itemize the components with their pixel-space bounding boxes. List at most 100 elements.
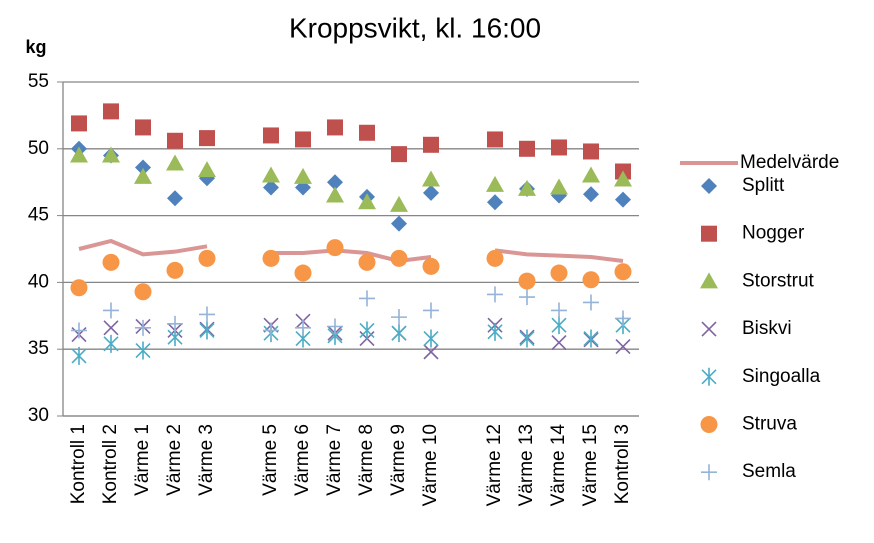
- x-tick-label: Värme 8: [356, 424, 377, 496]
- point: [135, 341, 151, 360]
- point: [71, 115, 87, 132]
- y-tick-label: 50: [28, 138, 49, 159]
- point: [423, 344, 439, 360]
- point: [391, 324, 407, 343]
- x-tick-label: Värme 9: [388, 424, 409, 496]
- x-tick-label: Värme 12: [484, 424, 505, 506]
- point: [486, 175, 504, 192]
- point: [326, 186, 344, 203]
- point: [166, 261, 184, 279]
- point: [582, 166, 600, 183]
- point: [615, 338, 631, 355]
- y-tick-label: 35: [28, 338, 49, 359]
- x-tick-label: Värme 15: [580, 424, 601, 506]
- point: [486, 249, 504, 267]
- point: [614, 263, 632, 281]
- x-tick-label: Värme 7: [324, 424, 345, 496]
- point: [295, 131, 311, 148]
- point: [391, 309, 407, 326]
- legend-label: Splitt: [742, 175, 785, 196]
- point: [583, 294, 599, 311]
- point: [327, 318, 343, 335]
- point: [519, 329, 535, 348]
- point: [103, 302, 119, 319]
- point: [701, 367, 717, 386]
- point: [701, 178, 717, 194]
- legend-label: Singoalla: [742, 366, 821, 387]
- point: [551, 334, 567, 351]
- point: [263, 179, 279, 196]
- point: [391, 146, 407, 163]
- point: [583, 143, 599, 160]
- y-tick-label: 30: [28, 405, 49, 426]
- point: [262, 249, 280, 267]
- x-tick-label: Värme 5: [260, 424, 281, 496]
- point: [102, 146, 120, 163]
- point: [134, 283, 152, 301]
- point: [199, 321, 215, 340]
- x-tick-label: Värme 14: [548, 424, 569, 507]
- point: [550, 264, 568, 282]
- point: [582, 271, 600, 289]
- point: [550, 178, 568, 195]
- point: [102, 253, 120, 271]
- point: [70, 146, 88, 163]
- x-tick-label: Kontroll 2: [100, 424, 121, 504]
- point: [359, 321, 375, 340]
- point: [103, 334, 119, 353]
- point: [198, 161, 216, 178]
- point: [135, 119, 151, 136]
- point: [167, 190, 183, 207]
- legend-label: Storstrut: [742, 270, 815, 291]
- point: [199, 130, 215, 147]
- x-tick-label: Värme 2: [164, 424, 185, 496]
- y-axis-label: kg: [25, 37, 46, 57]
- point: [422, 257, 440, 275]
- point: [198, 249, 216, 267]
- point: [135, 319, 151, 336]
- point: [615, 310, 631, 327]
- point: [701, 225, 717, 242]
- point: [359, 290, 375, 307]
- point: [294, 264, 312, 282]
- point: [519, 289, 535, 306]
- x-tick-label: Värme 3: [196, 424, 217, 496]
- point: [701, 464, 717, 481]
- point: [199, 306, 215, 323]
- y-tick-label: 40: [28, 271, 49, 292]
- legend-label: Nogger: [742, 223, 805, 244]
- legend-label: Medelvärde: [740, 152, 839, 173]
- point: [487, 286, 503, 303]
- point: [583, 329, 599, 348]
- x-tick-label: Kontroll 1: [68, 424, 89, 504]
- point: [519, 140, 535, 157]
- point: [700, 416, 718, 433]
- point: [295, 319, 311, 336]
- point: [518, 179, 536, 196]
- point: [263, 127, 279, 144]
- point: [700, 272, 718, 289]
- point: [326, 239, 344, 257]
- point: [390, 249, 408, 267]
- point: [135, 159, 151, 176]
- x-tick-label: Värme 6: [292, 424, 313, 496]
- x-tick-label: Värme 13: [516, 424, 537, 506]
- point: [422, 170, 440, 187]
- legend-label: Semla: [742, 461, 796, 482]
- chart-title: Kroppsvikt, kl. 16:00: [289, 12, 541, 43]
- point: [423, 329, 439, 348]
- legend-label: Biskvi: [742, 318, 792, 339]
- point: [487, 322, 503, 341]
- point: [263, 322, 279, 339]
- point: [701, 321, 717, 337]
- point: [166, 154, 184, 171]
- point: [423, 302, 439, 319]
- point: [615, 191, 631, 208]
- point: [551, 139, 567, 156]
- point: [327, 119, 343, 136]
- point: [487, 194, 503, 211]
- y-tick-label: 45: [28, 205, 49, 226]
- point: [551, 302, 567, 319]
- point: [391, 215, 407, 232]
- point: [103, 320, 119, 336]
